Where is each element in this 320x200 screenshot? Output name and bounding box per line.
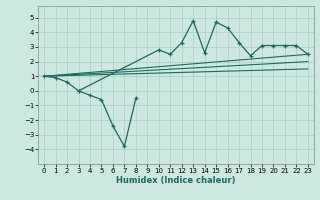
- X-axis label: Humidex (Indice chaleur): Humidex (Indice chaleur): [116, 176, 236, 185]
